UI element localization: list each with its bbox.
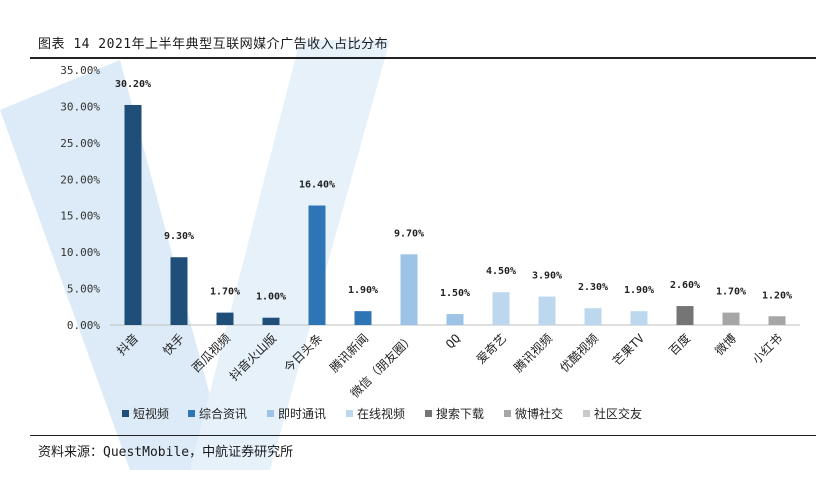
bar — [216, 312, 234, 325]
y-tick-label: 0.00% — [67, 319, 100, 332]
y-tick-label: 5.00% — [67, 283, 100, 296]
bar — [400, 254, 418, 325]
data-label: 2.30% — [578, 282, 608, 293]
x-tick-label: 今日头条 — [281, 331, 326, 376]
legend-label: 综合资讯 — [199, 406, 247, 421]
x-tick-label: 西瓜视频 — [189, 331, 234, 376]
bottom-rule — [30, 435, 816, 436]
data-label: 1.00% — [256, 292, 286, 303]
source-note: 资料来源：QuestMobile，中航证券研究所 — [38, 445, 294, 460]
data-label: 1.90% — [624, 285, 654, 296]
bar-chart: 0.00% 5.00% 10.00% 15.00% 20.00% 25.00% 30.00%… — [60, 64, 800, 421]
x-tick-label: 抖音火山版 — [226, 331, 279, 384]
bar — [768, 316, 786, 325]
x-tick-label: QQ — [443, 331, 463, 351]
x-tick-label: 芒果TV — [609, 331, 647, 369]
data-label: 1.90% — [348, 285, 378, 296]
x-tick-label: 腾讯新闻 — [327, 331, 372, 376]
data-label: 1.20% — [762, 290, 792, 301]
bar — [722, 312, 740, 325]
legend-swatch — [122, 410, 129, 417]
chart-title: 图表 14 2021年上半年典型互联网媒介广告收入占比分布 — [38, 37, 389, 52]
legend-swatch — [504, 410, 511, 417]
legend-label: 社区交友 — [594, 406, 642, 421]
legend-swatch — [425, 410, 432, 417]
y-tick-label: 35.00% — [60, 64, 100, 77]
y-tick-label: 25.00% — [60, 137, 100, 150]
legend-label: 搜索下载 — [436, 406, 484, 421]
bar — [538, 296, 556, 325]
data-label: 1.70% — [210, 287, 240, 298]
x-tick-label: 百度 — [666, 331, 694, 359]
legend-label: 即时通讯 — [278, 407, 326, 421]
data-label: 1.50% — [440, 288, 470, 299]
bar — [170, 257, 188, 325]
bar — [354, 311, 372, 325]
x-tick-label: 微博 — [712, 331, 740, 359]
bar — [124, 104, 142, 325]
bar — [584, 308, 602, 325]
data-label: 3.90% — [532, 271, 562, 282]
legend-swatch — [188, 410, 195, 417]
top-rule — [30, 57, 816, 59]
legend-label: 在线视频 — [357, 406, 405, 421]
y-tick-label: 15.00% — [60, 210, 100, 223]
data-label: 30.20% — [115, 79, 151, 90]
data-label: 2.60% — [670, 280, 700, 291]
y-tick-label: 30.00% — [60, 100, 100, 113]
legend-swatch — [583, 410, 590, 417]
data-label: 16.40% — [299, 180, 335, 191]
x-tick-label: 腾讯视频 — [511, 331, 556, 376]
x-tick-label: 爱奇艺 — [474, 331, 509, 366]
bar — [492, 292, 510, 325]
x-tick-label: 快手 — [160, 331, 187, 358]
data-label: 9.30% — [164, 231, 194, 242]
x-tick-label: 抖音 — [114, 331, 142, 359]
x-tick-label: 优酷视频 — [557, 331, 602, 376]
bar — [262, 317, 280, 325]
data-label: 9.70% — [394, 228, 424, 239]
x-tick-label: 小红书 — [749, 331, 785, 367]
bar — [630, 311, 648, 325]
legend-swatch — [346, 410, 353, 417]
legend-label: 微博社交 — [515, 406, 563, 421]
y-tick-label: 10.00% — [60, 246, 100, 259]
bar — [446, 314, 464, 325]
data-label: 1.70% — [716, 287, 746, 298]
legend-swatch — [267, 410, 274, 417]
legend-label: 短视频 — [133, 406, 169, 421]
data-label: 4.50% — [486, 266, 516, 277]
y-tick-label: 20.00% — [60, 173, 100, 186]
bar — [676, 306, 694, 325]
bar — [308, 205, 326, 325]
